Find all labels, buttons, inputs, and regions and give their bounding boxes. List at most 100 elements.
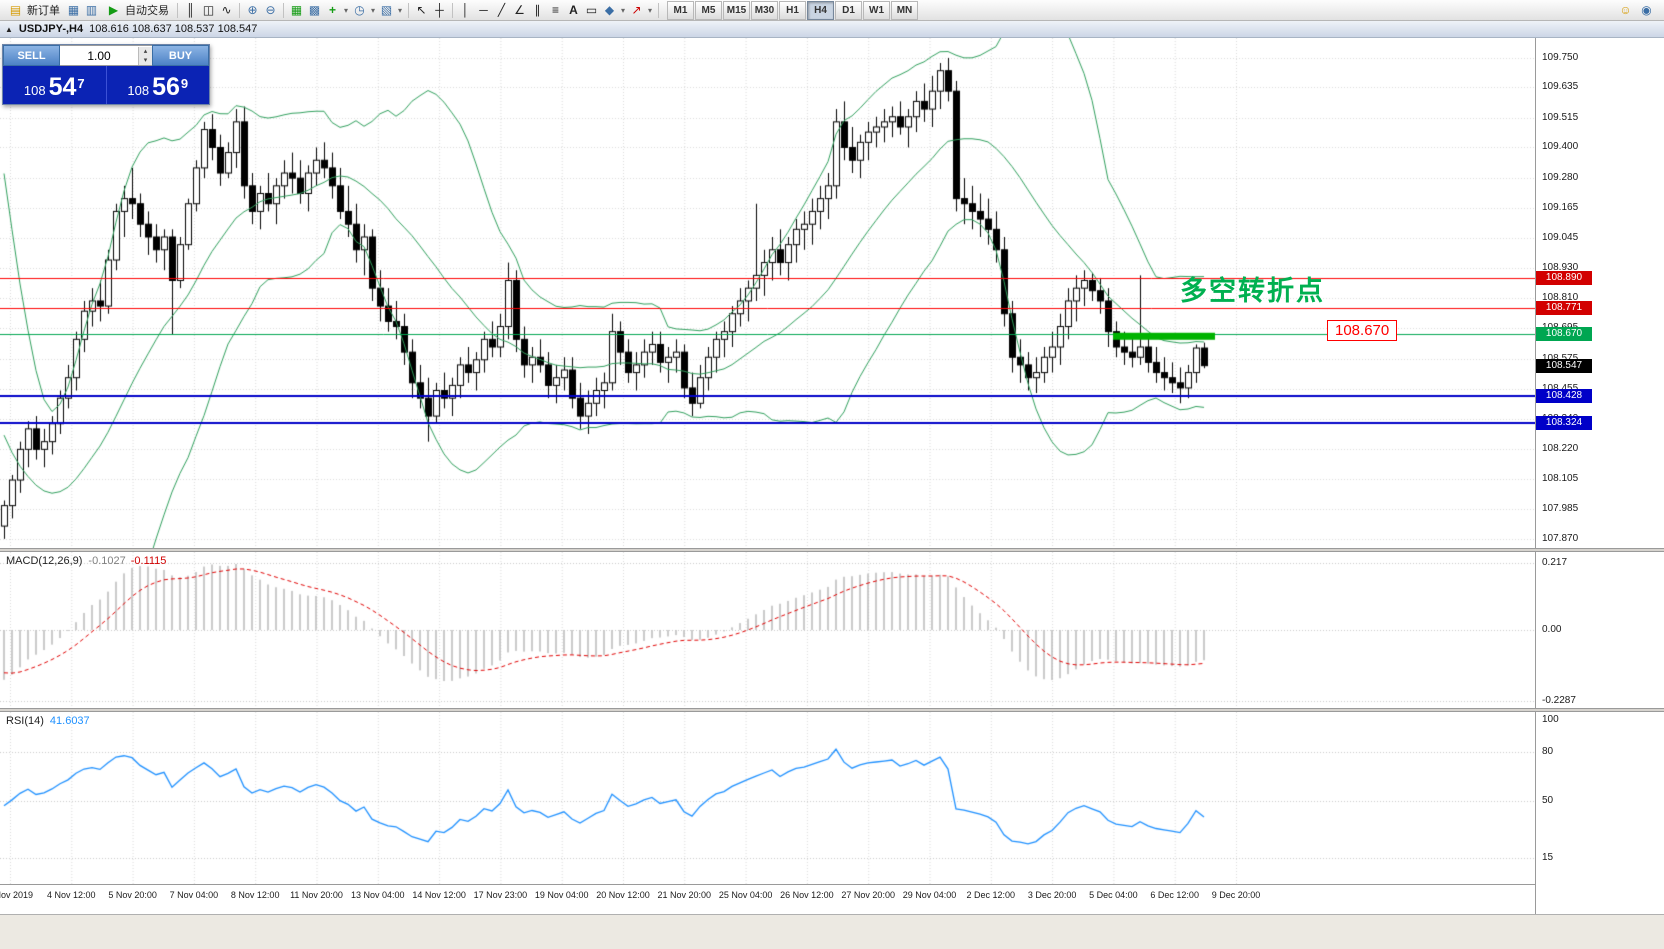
chart-symbol-title: USDJPY-,H4 (18, 23, 84, 35)
toolbar-separator (658, 2, 659, 18)
volume-down-icon[interactable]: ▾ (139, 55, 152, 65)
timeframe-button-M30[interactable]: M30 (751, 0, 778, 20)
main-toolbar: ▤ 新订单 ▦ ▥ ▶ 自动交易 ║ ◫ ∿ ⊕ ⊖ ▦ ▩ + ▾ ◷ ▾ ▧… (0, 0, 1664, 21)
time-axis-label: 25 Nov 04:00 (718, 890, 773, 900)
toolbar-separator (452, 2, 453, 18)
text-tool-icon[interactable]: A (569, 3, 578, 17)
shapes-caret-icon[interactable]: ▾ (620, 5, 625, 15)
angle-tool-icon[interactable]: ∠ (514, 3, 525, 17)
vertical-line-tool-icon[interactable]: │ (461, 3, 470, 17)
macd-main-value: -0.1027 (88, 555, 126, 567)
charts-grid-icon[interactable]: ▦ (67, 3, 80, 17)
time-axis-label: 21 Nov 20:00 (657, 890, 712, 900)
macd-panel-splitter[interactable] (0, 548, 1664, 552)
time-axis-label: 19 Nov 04:00 (534, 890, 589, 900)
timeframe-button-W1[interactable]: W1 (863, 0, 890, 20)
globe-icon[interactable]: ◉ (1641, 3, 1652, 17)
time-axis-label: 4 Nov 12:00 (47, 890, 96, 900)
price-chart-canvas[interactable] (0, 38, 1535, 548)
price-axis-label: 107.985 (1542, 503, 1579, 515)
channel-tool-icon[interactable]: ∥ (534, 3, 541, 17)
toolbar-right-icons: ☺ ◉ (1617, 2, 1661, 19)
rsi-label: RSI(14) 41.6037 (6, 715, 90, 727)
candlestick-chart-type-icon[interactable]: ◫ (202, 3, 215, 17)
price-axis-label: 109.280 (1542, 172, 1579, 184)
volume-value[interactable]: 1.00 (87, 48, 111, 63)
shapes-tool-icon[interactable]: ◆ (604, 3, 615, 17)
autotrading-button[interactable]: ▶ 自动交易 (101, 1, 173, 19)
macd-indicator-canvas[interactable] (0, 552, 1535, 708)
cycles-caret-icon[interactable]: ▾ (370, 5, 375, 15)
arrows-caret-icon[interactable]: ▾ (647, 5, 652, 15)
zoom-in-icon[interactable]: ⊕ (247, 3, 258, 17)
new-order-button[interactable]: ▤ 新订单 (3, 1, 64, 19)
arrows-tool-icon[interactable]: ↗ (631, 3, 642, 17)
time-axis[interactable]: 1 Nov 2019 4 Nov 12:00 5 Nov 20:00 7 Nov 04… (0, 884, 1535, 914)
price-axis-label: 108.930 (1542, 261, 1579, 273)
price-badge: 108.890 (1536, 270, 1592, 285)
chart-title-bar[interactable]: ▲ USDJPY-,H4 108.616 108.637 108.537 108… (0, 21, 1664, 38)
turning-point-annotation: 多空转折点 (1180, 276, 1325, 306)
price-axis[interactable]: 109.750 109.635 109.515 109.400 109.280 109.1… (1535, 38, 1664, 914)
horizontal-line-tool-icon[interactable]: ─ (479, 3, 488, 17)
autotrading-label: 自动交易 (125, 5, 169, 17)
rsi-panel-splitter[interactable] (0, 708, 1664, 712)
tile-windows-icon[interactable]: ▦ (290, 3, 303, 17)
bar-chart-type-icon[interactable]: ║ (186, 3, 195, 17)
indicators-icon[interactable]: + (328, 3, 336, 17)
time-axis-label: 1 Nov 2019 (0, 890, 34, 900)
buy-button[interactable]: BUY (152, 45, 209, 66)
toolbar-separator (283, 2, 284, 18)
trendline-tool-icon[interactable]: ╱ (497, 3, 506, 17)
sell-price-button[interactable]: 108 54 7 (3, 66, 107, 104)
new-order-label: 新订单 (27, 5, 60, 17)
fibonacci-tool-icon[interactable]: ≡ (551, 3, 559, 17)
timeframe-button-M15[interactable]: M15 (723, 0, 750, 20)
volume-stepper[interactable]: 1.00 ▴ ▾ (60, 45, 152, 66)
cursor-icon[interactable]: ↖ (416, 3, 427, 17)
rsi-axis-label: 50 (1542, 795, 1554, 806)
buy-price-sup: 9 (180, 76, 189, 91)
window-collapse-icon[interactable]: ▲ (5, 24, 13, 34)
timeframe-button-M1[interactable]: M1 (667, 0, 694, 20)
sell-price-main: 54 (48, 73, 77, 101)
price-badge: 108.324 (1536, 415, 1592, 430)
price-axis-label: 109.635 (1542, 81, 1579, 93)
time-axis-label: 5 Dec 04:00 (1089, 890, 1138, 900)
label-tool-icon[interactable]: ▭ (585, 3, 598, 17)
templates-caret-icon[interactable]: ▾ (397, 5, 402, 15)
timeframe-button-D1[interactable]: D1 (835, 0, 862, 20)
timeframe-button-M5[interactable]: M5 (695, 0, 722, 20)
rsi-indicator-canvas[interactable] (0, 712, 1535, 884)
zoom-out-icon[interactable]: ⊖ (265, 3, 276, 17)
timeframe-button-H1[interactable]: H1 (779, 0, 806, 20)
crosshair-icon[interactable]: ┼ (435, 3, 444, 17)
timeframe-button-H4[interactable]: H4 (807, 0, 834, 20)
timeframe-toolbar: M1 M5 M15 M30 H1 H4 D1 W1 MN (667, 0, 918, 20)
buy-price-button[interactable]: 108 56 9 (107, 66, 210, 104)
sell-button[interactable]: SELL (3, 45, 60, 66)
price-axis-label: 109.165 (1542, 201, 1579, 213)
one-click-trading-panel: SELL 1.00 ▴ ▾ BUY 108 54 7 108 56 9 (2, 44, 210, 105)
price-axis-label: 108.220 (1542, 443, 1579, 455)
price-badge: 108.670 (1536, 327, 1592, 342)
line-chart-type-icon[interactable]: ∿ (221, 3, 232, 17)
time-axis-label: 27 Nov 20:00 (841, 890, 895, 900)
toolbar-separator (408, 2, 409, 18)
templates-icon[interactable]: ▧ (380, 3, 393, 17)
time-axis-label: 5 Nov 20:00 (108, 890, 157, 900)
profiles-icon[interactable]: ▥ (85, 3, 98, 17)
rsi-axis-label: 80 (1542, 746, 1554, 758)
price-axis-label: 107.870 (1542, 532, 1579, 544)
autotrading-play-icon: ▶ (108, 3, 119, 17)
volume-up-icon[interactable]: ▴ (139, 46, 152, 56)
timeframe-button-MN[interactable]: MN (891, 0, 918, 20)
time-axis-label: 17 Nov 23:00 (473, 890, 528, 900)
price-axis-label: 109.400 (1542, 141, 1579, 153)
indicators-caret-icon[interactable]: ▾ (343, 5, 348, 15)
community-smiley-icon[interactable]: ☺ (1619, 3, 1632, 17)
cycles-icon[interactable]: ◷ (354, 3, 365, 17)
macd-signal-value: -0.1115 (130, 555, 167, 567)
time-axis-label: 7 Nov 04:00 (169, 890, 219, 900)
arrange-windows-icon[interactable]: ▩ (308, 3, 321, 17)
